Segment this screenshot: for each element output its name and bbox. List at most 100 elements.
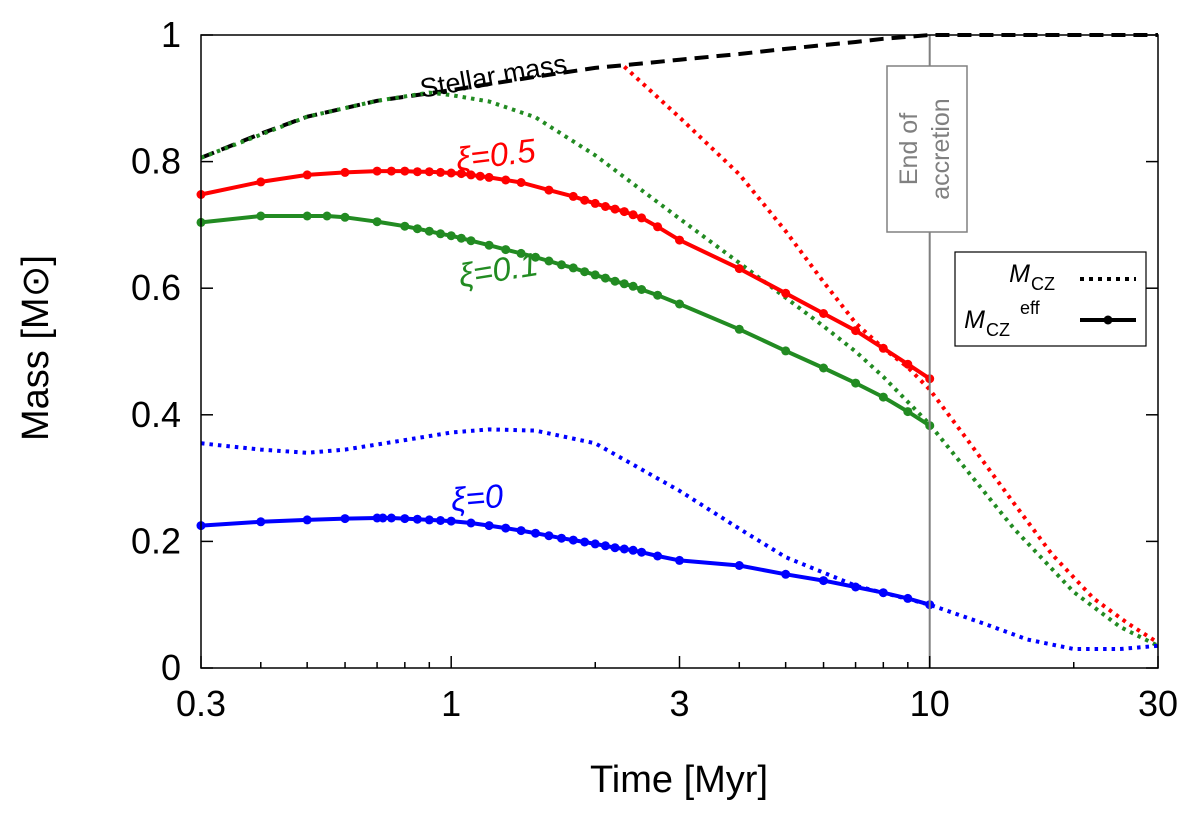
- point-mcz-eff-xi-0-5-10: [446, 168, 456, 178]
- point-mcz-eff-xi-0-17: [544, 531, 554, 541]
- point-mcz-eff-xi-0-14: [501, 523, 511, 533]
- x-tick-label-3: 10: [910, 683, 950, 724]
- series-line-mcz-xi-0-1: [200, 90, 1159, 648]
- legend: M CZ M CZ eff: [954, 251, 1147, 347]
- y-tick-label-5: 1: [161, 14, 181, 55]
- point-mcz-eff-xi-0-1-9: [436, 229, 445, 239]
- point-mcz-eff-xi-0-1-30: [781, 346, 791, 356]
- point-mcz-eff-xi-0-1-18: [557, 260, 566, 270]
- point-mcz-eff-xi-0-32: [851, 582, 861, 592]
- series-line-stellar-mass: [200, 33, 1158, 160]
- point-mcz-eff-xi-0-5-7: [412, 167, 422, 177]
- point-mcz-eff-xi-0-1-22: [600, 273, 610, 283]
- point-mcz-eff-xi-0-1-29: [734, 324, 744, 334]
- end-of-accretion-box: [886, 65, 968, 233]
- point-mcz-eff-xi-0-15: [516, 526, 526, 536]
- x-tick-label-2: 3: [669, 683, 689, 724]
- point-mcz-eff-xi-0-1-14: [501, 245, 511, 255]
- legend-mcz-eff-sub: CZ: [986, 320, 1010, 340]
- point-mcz-eff-xi-0-5-15: [501, 175, 511, 185]
- point-mcz-eff-xi-0-1-21: [590, 270, 600, 280]
- point-mcz-eff-xi-0-1-11: [456, 233, 466, 243]
- point-mcz-eff-xi-0-1: [256, 517, 266, 527]
- point-mcz-eff-xi-0-5-33: [903, 359, 913, 369]
- point-mcz-eff-xi-0-5-27: [675, 235, 684, 245]
- point-mcz-eff-xi-0-10: [436, 516, 445, 525]
- point-mcz-eff-xi-0-5-11: [456, 169, 466, 179]
- x-tick-label-4: 30: [1138, 683, 1178, 724]
- point-mcz-eff-xi-0-5-3: [340, 167, 350, 177]
- point-mcz-eff-xi-0-5-24: [628, 210, 638, 220]
- point-mcz-eff-xi-0-5-18: [568, 191, 578, 201]
- point-mcz-eff-xi-0-1-31: [819, 363, 828, 373]
- point-mcz-eff-xi-0-11: [446, 516, 456, 526]
- point-mcz-eff-xi-0-1-24: [619, 279, 629, 289]
- point-mcz-eff-xi-0-5-22: [610, 204, 620, 214]
- point-mcz-eff-xi-0-1-26: [637, 285, 647, 294]
- point-mcz-eff-xi-0-5-29: [781, 288, 791, 298]
- point-mcz-eff-xi-0-23: [610, 543, 620, 553]
- point-mcz-eff-xi-0-1-3: [322, 211, 332, 221]
- point-mcz-eff-xi-0-5-1: [256, 177, 266, 187]
- point-mcz-eff-xi-0-26: [637, 547, 647, 557]
- point-mcz-eff-xi-0-27: [653, 551, 663, 561]
- point-mcz-eff-xi-0-5-32: [878, 343, 888, 353]
- point-mcz-eff-xi-0-1-12: [466, 236, 476, 246]
- point-mcz-eff-xi-0-8: [412, 514, 422, 524]
- point-mcz-eff-xi-0-5-20: [590, 198, 600, 208]
- point-mcz-eff-xi-0-5-5: [386, 166, 396, 176]
- point-mcz-eff-xi-0-3: [340, 514, 350, 524]
- point-mcz-eff-xi-0-20: [580, 537, 590, 547]
- point-mcz-eff-xi-0-1-1: [256, 211, 266, 221]
- point-mcz-eff-xi-0-25: [628, 545, 638, 555]
- point-mcz-eff-xi-0-5-25: [637, 213, 647, 223]
- legend-mcz-sub: CZ: [1031, 274, 1055, 294]
- x-tick-label-0: 0.3: [176, 683, 226, 724]
- point-mcz-eff-xi-0-1-6: [400, 221, 410, 231]
- legend-mcz-eff-marker: [1103, 315, 1113, 325]
- legend-mcz-eff-sup: eff: [1020, 298, 1041, 318]
- point-mcz-eff-xi-0-18: [557, 533, 566, 543]
- point-mcz-eff-xi-0-5: [378, 513, 388, 523]
- point-mcz-eff-xi-0-5-17: [544, 185, 554, 195]
- point-mcz-eff-xi-0-24: [619, 544, 629, 554]
- point-mcz-eff-xi-0-19: [568, 535, 578, 545]
- point-mcz-eff-xi-0-5-19: [580, 195, 590, 205]
- end-of-accretion-line1: End of: [895, 113, 923, 185]
- point-mcz-eff-xi-0-1-27: [653, 290, 663, 300]
- series-line-mcz-eff-xi-0-1: [200, 214, 931, 428]
- point-mcz-eff-xi-0-5-26: [653, 222, 663, 232]
- point-mcz-eff-xi-0-1-17: [544, 256, 554, 266]
- point-mcz-eff-xi-0-5-12: [466, 170, 476, 180]
- point-mcz-eff-xi-0-5-31: [851, 326, 861, 336]
- point-mcz-eff-xi-0-1-19: [568, 263, 578, 273]
- y-tick-label-0: 0: [161, 647, 181, 688]
- point-mcz-eff-xi-0-1-15: [516, 248, 526, 258]
- point-mcz-eff-xi-0-1-20: [580, 267, 590, 277]
- legend-entry-mcz-eff: M CZ eff: [964, 298, 1136, 340]
- point-mcz-eff-xi-0-30: [781, 569, 791, 579]
- point-mcz-eff-xi-0-33: [878, 588, 888, 598]
- point-mcz-eff-xi-0-1-28: [675, 299, 684, 309]
- point-mcz-eff-xi-0-5-16: [516, 178, 526, 187]
- y-tick-label-1: 0.2: [131, 520, 181, 561]
- point-mcz-eff-xi-0-1-2: [302, 211, 312, 221]
- point-mcz-eff-xi-0-1-25: [628, 281, 638, 291]
- y-axis-label: Mass [M⊙]: [15, 255, 57, 441]
- point-mcz-eff-xi-0-31: [819, 576, 828, 586]
- point-mcz-eff-xi-0-5-28: [734, 264, 744, 274]
- end-of-accretion-line2: accretion: [927, 98, 955, 199]
- legend-entry-mcz: M CZ: [1009, 260, 1136, 294]
- point-mcz-eff-xi-0-5-8: [424, 167, 434, 177]
- point-mcz-eff-xi-0-2: [302, 515, 312, 525]
- point-mcz-eff-xi-0-22: [600, 541, 610, 551]
- point-mcz-eff-xi-0-1-4: [340, 212, 350, 222]
- point-mcz-eff-xi-0-1-5: [372, 217, 382, 227]
- point-mcz-eff-xi-0-34: [903, 593, 913, 603]
- point-mcz-eff-xi-0-6: [386, 513, 396, 523]
- point-mcz-eff-xi-0-1-34: [903, 407, 913, 417]
- point-mcz-eff-xi-0-5-21: [600, 202, 610, 211]
- series-line-mcz-xi-0: [200, 427, 1159, 651]
